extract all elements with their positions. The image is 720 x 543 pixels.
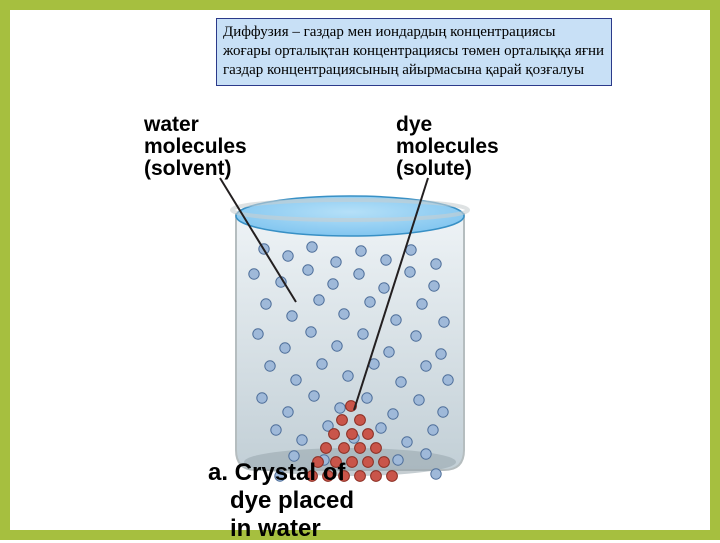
diffusion-diagram <box>180 180 520 500</box>
definition-box: Диффузия – газдар мен иондардың концентр… <box>216 18 612 86</box>
definition-text: Диффузия – газдар мен иондардың концентр… <box>223 24 604 78</box>
caption-line3: in water <box>230 515 354 543</box>
label-water-line1: water <box>144 114 247 136</box>
label-water-line2: molecules <box>144 136 247 158</box>
label-water-molecules: water molecules (solvent) <box>144 114 247 180</box>
caption-line1: a. Crystal of <box>208 459 354 487</box>
label-dye-molecules: dye molecules (solute) <box>396 114 499 180</box>
label-dye-line3: (solute) <box>396 158 499 180</box>
label-water-line3: (solvent) <box>144 158 247 180</box>
caption-line2: dye placed <box>230 487 354 515</box>
label-dye-line2: molecules <box>396 136 499 158</box>
label-dye-line1: dye <box>396 114 499 136</box>
caption: a. Crystal of dye placed in water <box>208 459 354 543</box>
